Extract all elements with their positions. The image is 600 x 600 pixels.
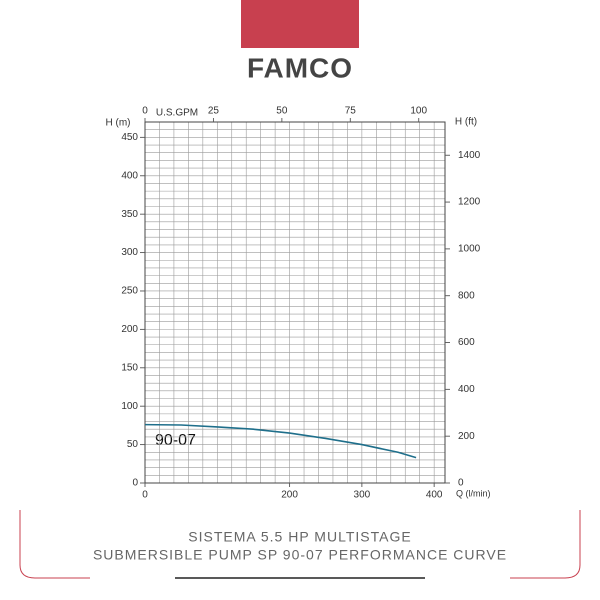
y-tick-label: 400 (121, 170, 138, 181)
y-tick-label: 50 (127, 439, 139, 450)
caption-line: SUBMERSIBLE PUMP SP 90-07 PERFORMANCE CU… (93, 547, 507, 563)
brand-logo: FAMCO (247, 52, 353, 83)
y2-tick-label: 1000 (458, 244, 481, 255)
y-tick-label: 100 (121, 401, 138, 412)
y-tick-label: 300 (121, 247, 138, 258)
y-tick-label: 200 (121, 324, 138, 335)
x2-tick-label: 50 (276, 106, 288, 117)
curve-label: 90-07 (155, 432, 196, 449)
y2-axis-label: H (ft) (455, 117, 477, 128)
x2-tick-label: 0 (142, 106, 148, 117)
y2-tick-label: 800 (458, 290, 475, 301)
plot-frame (144, 121, 446, 484)
brand-banner (241, 0, 359, 48)
y-tick-label: 450 (121, 132, 138, 143)
x2-tick-label: 100 (410, 106, 427, 117)
y2-tick-label: 0 (458, 478, 464, 489)
y2-tick-label: 400 (458, 384, 475, 395)
x-tick-label: 200 (281, 490, 298, 501)
y-tick-label: 150 (121, 362, 138, 373)
frame-right (510, 510, 581, 579)
y-axis-label: H (m) (106, 118, 131, 129)
x2-axis-label: U.S.GPM (156, 108, 198, 119)
y-tick-label: 350 (121, 209, 138, 220)
x-axis-label: Q (l/min) (456, 488, 491, 498)
y2-tick-label: 200 (458, 431, 475, 442)
x-tick-label: 400 (426, 490, 443, 501)
x2-tick-label: 75 (345, 106, 357, 117)
x-tick-label: 0 (142, 490, 148, 501)
y2-tick-label: 1200 (458, 197, 481, 208)
y2-tick-label: 1400 (458, 150, 481, 161)
pump-curve (144, 423, 417, 459)
caption-line: SISTEMA 5.5 HP MULTISTAGE (188, 529, 411, 545)
y-tick-label: 0 (132, 478, 138, 489)
x2-tick-label: 25 (208, 106, 220, 117)
y-tick-label: 250 (121, 286, 138, 297)
frame-left (19, 510, 90, 579)
y2-tick-label: 600 (458, 337, 475, 348)
x-tick-label: 300 (354, 490, 371, 501)
